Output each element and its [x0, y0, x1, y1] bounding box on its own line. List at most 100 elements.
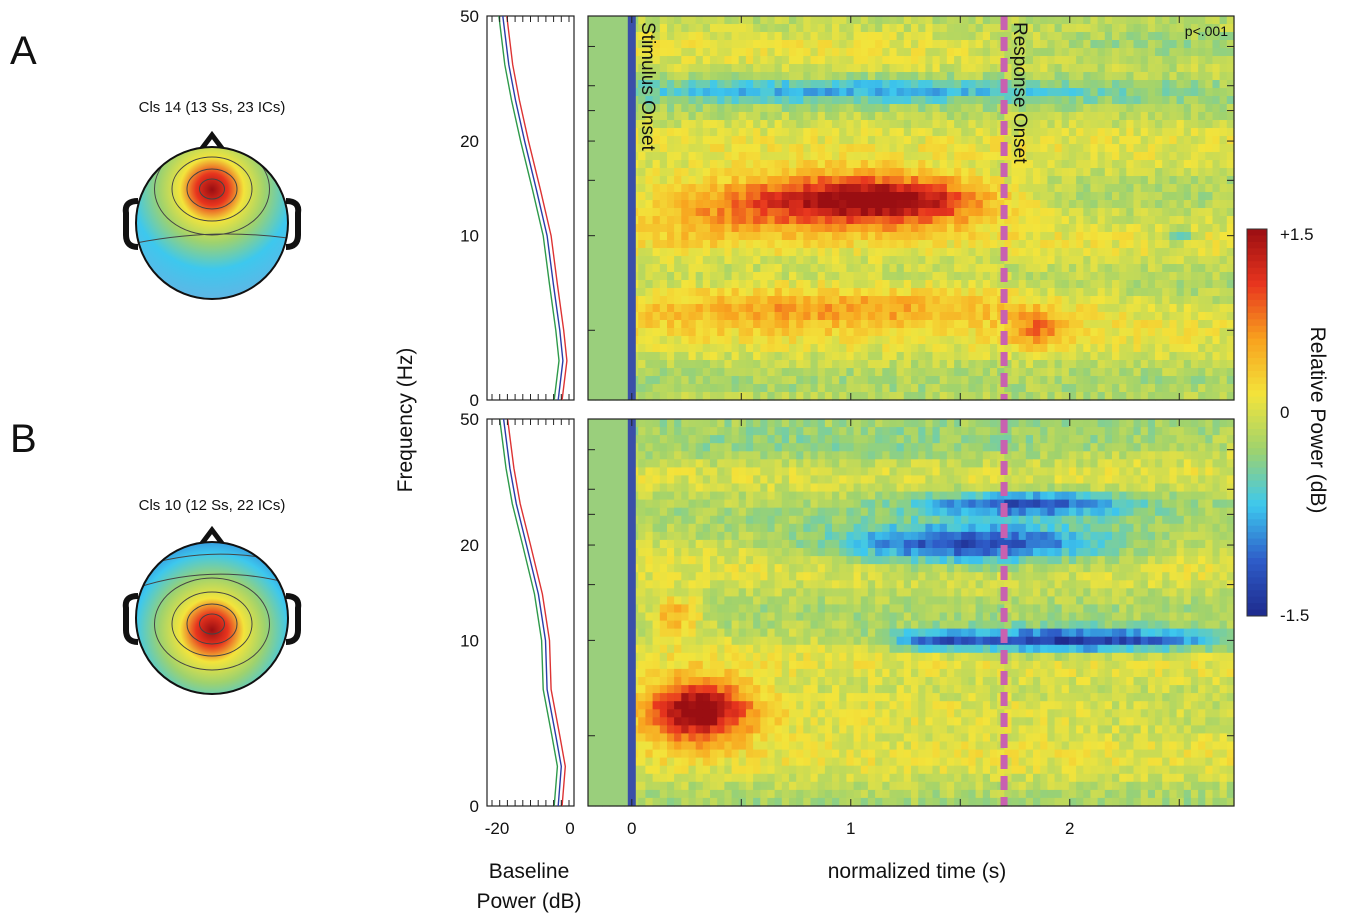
- heatmap-cell: [839, 200, 847, 209]
- heatmap-cell: [968, 352, 977, 361]
- heatmap-cell: [939, 312, 948, 321]
- heatmap-cell: [681, 104, 690, 113]
- heatmap-cell: [745, 368, 754, 377]
- heatmap-cell: [1140, 360, 1149, 369]
- heatmap-cell: [1112, 384, 1120, 393]
- heatmap-cell: [688, 136, 697, 145]
- heatmap-cell: [1155, 288, 1163, 297]
- heatmap-cell: [1004, 56, 1013, 65]
- heatmap-cell: [1119, 264, 1127, 273]
- heatmap-cell: [717, 40, 725, 49]
- heatmap-cell: [824, 280, 833, 289]
- heatmap-cell: [939, 208, 948, 217]
- heatmap-cell: [638, 128, 646, 137]
- heatmap-cell: [1183, 304, 1192, 313]
- heatmap-cell: [667, 200, 675, 209]
- heatmap-cell: [853, 435, 862, 444]
- heatmap-cell: [1061, 419, 1070, 428]
- heatmap-cell: [674, 16, 682, 25]
- heatmap-cell: [1219, 80, 1228, 89]
- heatmap-cell: [1047, 88, 1056, 97]
- heatmap-cell: [824, 256, 833, 265]
- heatmap-cell: [1226, 232, 1235, 241]
- heatmap-cell: [1190, 443, 1199, 452]
- heatmap-cell: [1126, 184, 1135, 193]
- heatmap-cell: [1040, 72, 1048, 81]
- heatmap-cell: [745, 336, 754, 345]
- heatmap-cell: [789, 419, 797, 428]
- heatmap-cell: [1205, 336, 1214, 345]
- heatmap-cell: [875, 280, 883, 289]
- heatmap-cell: [1047, 304, 1056, 313]
- heatmap-cell: [824, 16, 833, 25]
- heatmap-cell: [903, 312, 912, 321]
- heatmap-cell: [975, 200, 984, 209]
- heatmap-cell: [695, 336, 704, 345]
- heatmap-cell: [932, 240, 941, 249]
- heatmap-cell: [810, 427, 819, 436]
- heatmap-cell: [1097, 216, 1106, 225]
- heatmap-cell: [1112, 328, 1120, 337]
- heatmap-cell: [1183, 352, 1192, 361]
- heatmap-cell: [1176, 344, 1185, 353]
- heatmap-cell: [839, 224, 847, 233]
- heatmap-cell: [889, 392, 898, 401]
- heatmap-cell: [717, 336, 725, 345]
- heatmap-cell: [932, 384, 941, 393]
- heatmap-cell: [1190, 256, 1199, 265]
- heatmap-cell: [832, 264, 840, 273]
- heatmap-cell: [688, 112, 697, 121]
- heatmap-cell: [674, 320, 682, 329]
- heatmap-cell: [939, 200, 948, 209]
- heatmap-cell: [982, 208, 991, 217]
- heatmap-cell: [753, 392, 761, 401]
- heatmap-cell: [695, 136, 704, 145]
- heatmap-cell: [803, 136, 812, 145]
- heatmap-cell: [889, 376, 898, 385]
- heatmap-cell: [810, 96, 819, 105]
- heatmap-cell: [882, 328, 891, 337]
- heatmap-cell: [982, 360, 991, 369]
- heatmap-cell: [1090, 160, 1099, 169]
- heatmap-cell: [1097, 296, 1106, 305]
- heatmap-cell: [1104, 376, 1113, 385]
- heatmap-cell: [839, 435, 847, 444]
- heatmap-cell: [968, 112, 977, 121]
- heatmap-cell: [896, 272, 905, 281]
- heatmap-cell: [796, 152, 804, 161]
- heatmap-cell: [882, 88, 891, 97]
- heatmap-cell: [817, 128, 826, 137]
- heatmap-cell: [1025, 368, 1034, 377]
- heatmap-cell: [645, 248, 654, 257]
- heatmap-cell: [681, 112, 690, 121]
- heatmap-cell: [753, 296, 761, 305]
- heatmap-cell: [760, 443, 769, 452]
- heatmap-cell: [702, 40, 711, 49]
- heatmap-cell: [1169, 384, 1178, 393]
- heatmap-cell: [939, 40, 948, 49]
- heatmap-cell: [1068, 443, 1077, 452]
- heatmap-cell: [638, 352, 646, 361]
- heatmap-cell: [903, 192, 912, 201]
- heatmap-cell: [1004, 48, 1013, 57]
- heatmap-cell: [674, 96, 682, 105]
- heatmap-cell: [961, 320, 969, 329]
- heatmap-cell: [1119, 360, 1127, 369]
- heatmap-cell: [1004, 296, 1013, 305]
- heatmap-cell: [1140, 435, 1149, 444]
- heatmap-cell: [717, 392, 725, 401]
- heatmap-cell: [889, 88, 898, 97]
- heatmap-cell: [1076, 376, 1084, 385]
- heatmap-cell: [968, 216, 977, 225]
- heatmap-cell: [1083, 120, 1092, 129]
- heatmap-cell: [688, 208, 697, 217]
- heatmap-cell: [954, 336, 962, 345]
- heatmap-cell: [760, 104, 769, 113]
- heatmap-cell: [889, 360, 898, 369]
- heatmap-cell: [832, 304, 840, 313]
- heatmap-cell: [1183, 208, 1192, 217]
- heatmap-cell: [1076, 216, 1084, 225]
- heatmap-cell: [932, 360, 941, 369]
- heatmap-cell: [824, 216, 833, 225]
- heatmap-cell: [738, 384, 747, 393]
